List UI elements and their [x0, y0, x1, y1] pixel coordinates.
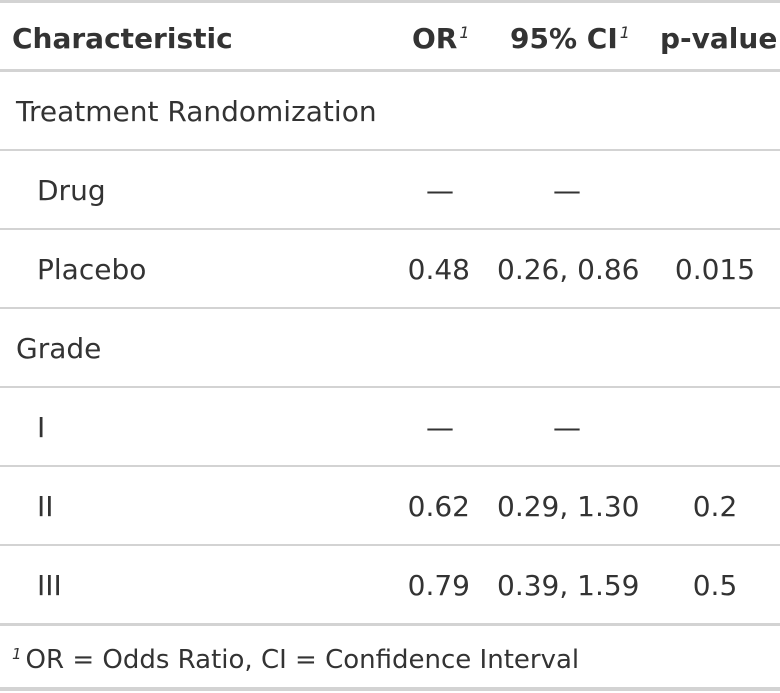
table-row-grade: Grade: [0, 309, 780, 388]
row-or: 0.48: [407, 253, 470, 286]
table-header: Characteristic OR 1 95% CI 1 p-value: [0, 3, 780, 72]
row-label: III: [37, 569, 62, 602]
table-row-drug: Drug — —: [0, 151, 780, 230]
footnote-marker: 1: [12, 645, 22, 663]
table-footer: 1 OR = Odds Ratio, CI = Confidence Interv…: [0, 627, 780, 691]
row-label: Treatment Randomization: [16, 95, 377, 128]
table-row-placebo: Placebo 0.48 0.26, 0.86 0.015: [0, 230, 780, 309]
table-row-treatment-randomization: Treatment Randomization: [0, 72, 780, 151]
table-row-grade-i: I — —: [0, 388, 780, 467]
row-label: Drug: [37, 174, 106, 207]
header-characteristic: Characteristic: [12, 22, 233, 55]
row-ci: —: [553, 174, 581, 207]
row-or: 0.62: [407, 490, 470, 523]
row-ci: 0.29, 1.30: [497, 490, 640, 523]
table-row-grade-iii: III 0.79 0.39, 1.59 0.5: [0, 546, 780, 626]
header-or-footnote-marker: 1: [459, 23, 470, 42]
row-or: 0.79: [407, 569, 470, 602]
row-p-value: 0.5: [692, 569, 738, 602]
header-p-value: p-value: [660, 22, 778, 55]
footnote: 1 OR = Odds Ratio, CI = Confidence Interv…: [12, 627, 579, 687]
row-ci: 0.39, 1.59: [497, 569, 640, 602]
row-label: II: [37, 490, 54, 523]
header-or: OR 1: [412, 22, 470, 55]
row-label: Grade: [16, 332, 102, 365]
row-label: Placebo: [37, 253, 147, 286]
header-ci: 95% CI 1: [510, 22, 630, 55]
row-or: —: [426, 174, 454, 207]
top-rule: [0, 0, 780, 3]
footnote-text: OR = Odds Ratio, CI = Confidence Interva…: [25, 645, 580, 675]
row-ci: —: [553, 411, 581, 444]
row-label: I: [37, 411, 46, 444]
table-row-grade-ii: II 0.62 0.29, 1.30 0.2: [0, 467, 780, 546]
header-ci-footnote-marker: 1: [619, 23, 630, 42]
row-or: —: [426, 411, 454, 444]
row-p-value: 0.015: [674, 253, 756, 286]
row-p-value: 0.2: [692, 490, 738, 523]
row-ci: 0.26, 0.86: [497, 253, 640, 286]
